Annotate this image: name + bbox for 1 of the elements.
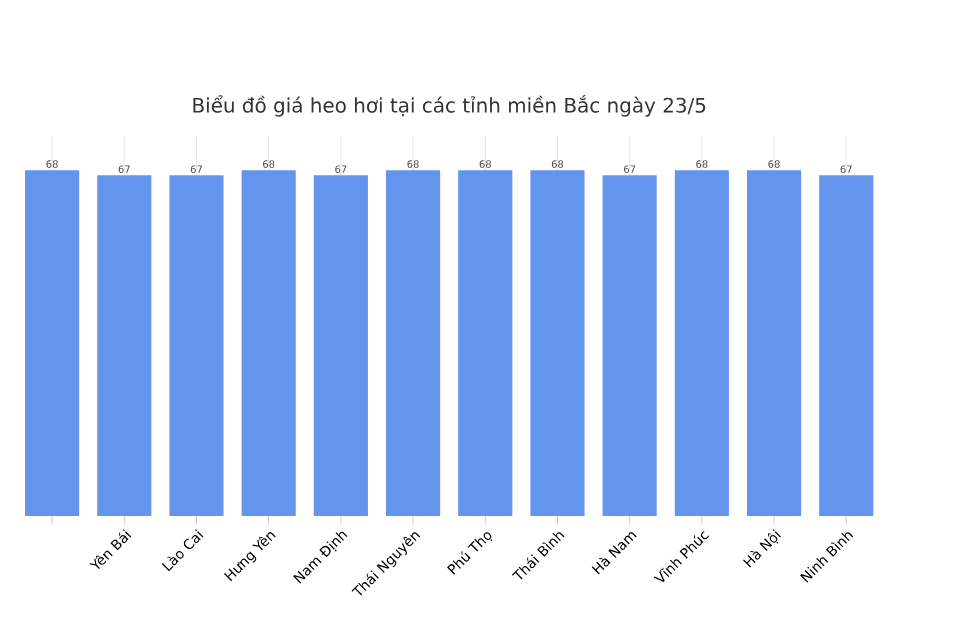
chart-title: Biểu đồ giá heo hơi tại các tỉnh miền Bắc ngày 23/5	[193, 95, 706, 117]
